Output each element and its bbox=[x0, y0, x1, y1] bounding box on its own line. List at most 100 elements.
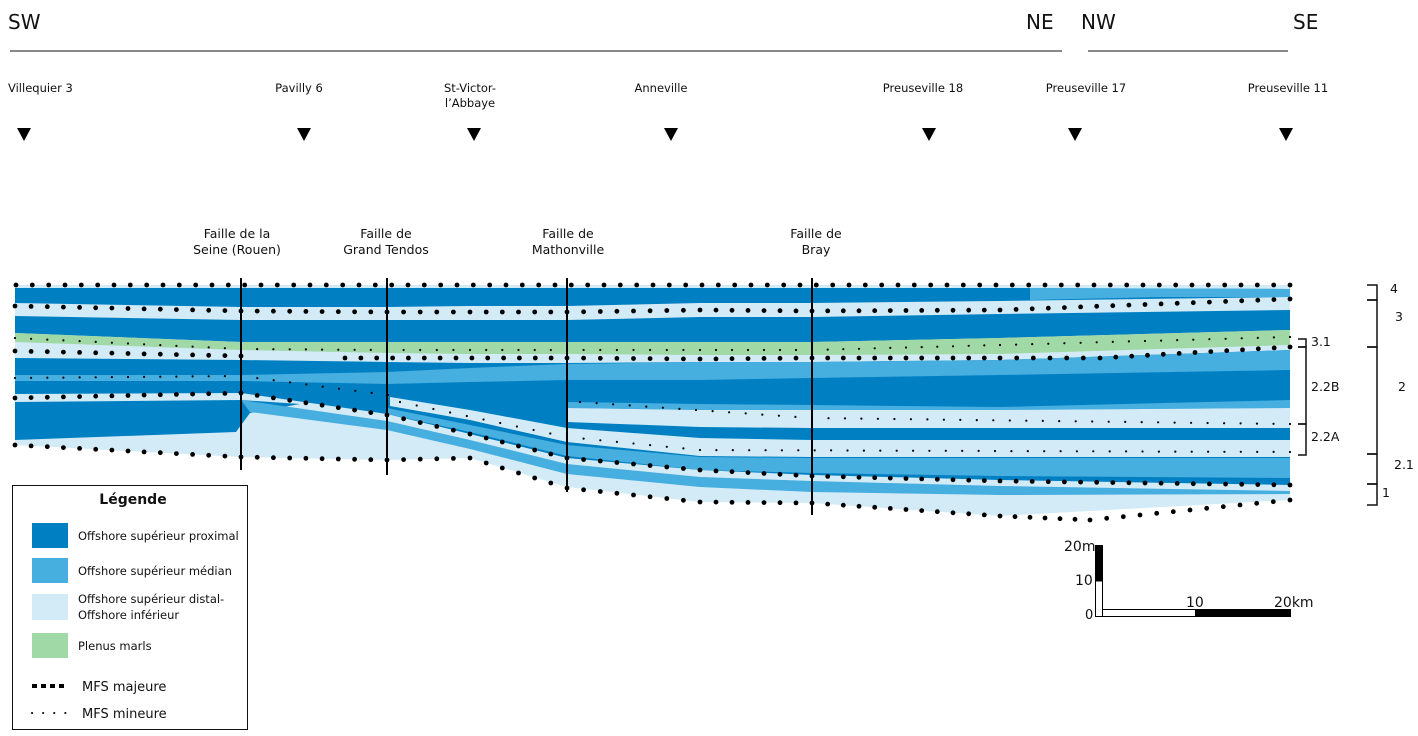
mfs-minor-dot bbox=[698, 348, 702, 352]
mfs-major-dot bbox=[1223, 299, 1228, 304]
mfs-minor-dot bbox=[879, 449, 882, 452]
mfs-major-dot bbox=[793, 308, 799, 314]
well-label: Anneville bbox=[635, 81, 688, 95]
mfs-minor-dot bbox=[1190, 421, 1193, 424]
mfs-minor-dot bbox=[1079, 341, 1082, 344]
mfs-minor-dot bbox=[1010, 450, 1013, 453]
bracket-3-1 bbox=[1298, 338, 1307, 348]
sequence-label: 2.2A bbox=[1311, 429, 1340, 444]
mfs-minor-dot bbox=[1124, 420, 1127, 423]
mfs-major-dot bbox=[417, 420, 423, 425]
mfs-major-dot bbox=[647, 308, 653, 314]
mfs-major-dot bbox=[981, 512, 987, 518]
mfs-minor-dot bbox=[1256, 450, 1259, 453]
mfs-major-dot bbox=[887, 475, 893, 481]
mfs-minor-dot bbox=[578, 400, 582, 404]
mfs-major-dot bbox=[887, 308, 893, 313]
mfs-minor-dot bbox=[94, 340, 97, 343]
mfs-minor-dot bbox=[126, 375, 130, 379]
mfs-minor-dot bbox=[1015, 343, 1018, 346]
layer-plenus-marls bbox=[15, 330, 1290, 355]
mfs-major-dot bbox=[960, 282, 966, 288]
mfs-minor-dot bbox=[842, 348, 845, 351]
bracket-1 bbox=[1367, 483, 1378, 506]
fault-label: Grand Tendos bbox=[343, 242, 429, 257]
mfs-major-dot bbox=[1042, 515, 1048, 521]
wells: Villequier 3 Pavilly 6 St-Victor- l’Abba… bbox=[8, 81, 1328, 141]
mfs-major-dot bbox=[358, 355, 364, 361]
mfs-minor-dot bbox=[694, 408, 698, 412]
mfs-major-dot bbox=[664, 464, 670, 470]
mfs-major-dot bbox=[29, 282, 35, 288]
mfs-major-dot bbox=[950, 355, 956, 361]
mfs-major-dot bbox=[77, 305, 82, 310]
mfs-major-dot bbox=[764, 282, 770, 288]
mfs-major-dot bbox=[631, 308, 636, 314]
mfs-minor-dot bbox=[777, 414, 781, 417]
mfs-major-dot bbox=[664, 308, 670, 313]
mfs-major-dot bbox=[1045, 479, 1051, 485]
mfs-major-dot bbox=[44, 349, 50, 355]
mfs-minor-dot bbox=[1206, 421, 1209, 425]
mfs-major-dot bbox=[303, 455, 309, 461]
layer-median bbox=[387, 408, 1290, 478]
mfs-minor-dot bbox=[1208, 338, 1211, 341]
mfs-major-dot bbox=[1207, 481, 1212, 487]
scale-label: 10 bbox=[1186, 595, 1204, 611]
mfs-major-dot bbox=[77, 394, 82, 399]
mfs-major-dot bbox=[487, 282, 493, 288]
mfs-major-dot bbox=[699, 282, 705, 288]
mfs-minor-dot bbox=[1125, 450, 1128, 453]
vertical-scale-black bbox=[1095, 545, 1103, 582]
mfs-minor-dot bbox=[764, 449, 767, 452]
mfs-major-dot bbox=[1026, 282, 1032, 288]
mfs-minor-dot bbox=[665, 445, 668, 448]
well-label: St-Victor- bbox=[444, 81, 496, 95]
mfs-minor-dot bbox=[678, 407, 681, 410]
fault-label: Faille de bbox=[790, 226, 842, 241]
mfs-minor-dot bbox=[762, 348, 766, 352]
mfs-major-dot bbox=[1205, 282, 1211, 288]
mfs-major-dot bbox=[1104, 515, 1110, 521]
mfs-major-dot bbox=[352, 456, 357, 462]
mfs-minor-dot bbox=[1239, 450, 1242, 453]
mfs-major-dot bbox=[840, 474, 846, 480]
mfs-minor-dot bbox=[1140, 421, 1143, 424]
mfs-minor-dot bbox=[1157, 421, 1160, 424]
fault-label: Seine (Rouen) bbox=[193, 242, 281, 257]
mfs-major-dot bbox=[125, 351, 131, 356]
mfs-minor-dot bbox=[159, 375, 162, 378]
mfs-minor-dot bbox=[909, 418, 913, 421]
mfs-minor-dot bbox=[889, 346, 892, 349]
mfs-minor-dot bbox=[13, 336, 17, 340]
mfs-major-dot bbox=[453, 355, 459, 361]
mfs-lines bbox=[12, 282, 1293, 523]
mfs-major-dot bbox=[157, 450, 163, 456]
mfs-minor-dot bbox=[515, 425, 519, 428]
mfs-minor-dot bbox=[942, 418, 946, 421]
mfs-major-dot bbox=[125, 306, 131, 311]
mfs-major-dot bbox=[614, 308, 620, 314]
mfs-major-dot bbox=[421, 355, 427, 361]
mfs-major-dot bbox=[141, 392, 147, 398]
well-marker-icon bbox=[664, 128, 678, 141]
mfs-major-dot bbox=[950, 510, 956, 516]
mfs-major-dot bbox=[271, 395, 276, 401]
mfs-major-dot bbox=[225, 282, 231, 288]
mfs-minor-dot bbox=[1223, 422, 1226, 425]
layer-proximal bbox=[15, 400, 300, 440]
mfs-minor-dot bbox=[321, 385, 324, 388]
mfs-major-dot bbox=[532, 475, 538, 481]
mfs-major-dot bbox=[934, 509, 940, 515]
mfs-minor-dot bbox=[94, 376, 97, 379]
bracket-2-2b bbox=[1298, 346, 1307, 425]
mfs-major-dot bbox=[683, 282, 689, 288]
mfs-major-dot bbox=[434, 424, 440, 429]
mfs-major-dot bbox=[614, 490, 620, 496]
mfs-major-dot bbox=[1030, 355, 1036, 361]
mfs-major-dot bbox=[335, 309, 341, 315]
mfs-minor-dot bbox=[1190, 450, 1193, 453]
mfs-major-dot bbox=[206, 391, 212, 397]
mfs-major-dot bbox=[944, 282, 950, 288]
mfs-major-dot bbox=[1287, 296, 1293, 302]
